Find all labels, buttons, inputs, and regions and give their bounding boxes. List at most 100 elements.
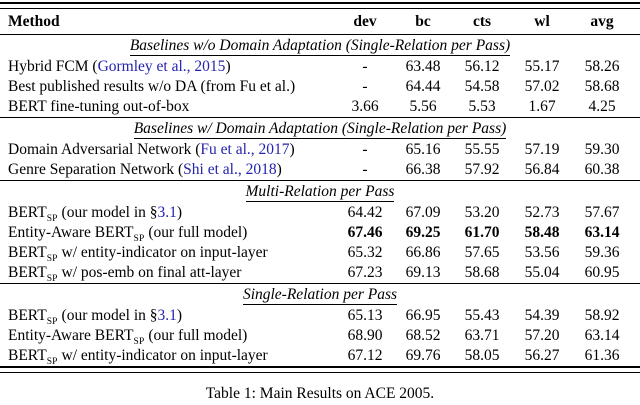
column-header-bc: bc (415, 13, 431, 30)
method-text: Entity-Aware BERT (8, 224, 134, 241)
value-cell-bc: 66.95 (405, 307, 441, 324)
value-cell-dev: 65.32 (347, 244, 383, 261)
method-text: BERT (8, 264, 47, 281)
value-cell-dev: 68.90 (347, 327, 383, 344)
value-cell-avg: 61.36 (584, 347, 620, 364)
method-text: ) (176, 204, 183, 221)
table-row: Genre Separation Network (Shi et al., 20… (0, 160, 640, 180)
subscript-label: SP (46, 274, 58, 283)
method-cell: Genre Separation Network (Shi et al., 20… (0, 160, 336, 180)
table-row: BERT fine-tuning out-of-box 3.66 5.56 5.… (0, 97, 640, 117)
method-cell: BERTSP (our model in §3.1) (0, 306, 336, 326)
value-cell-cts: 63.71 (464, 327, 500, 344)
subscript-label: SP (46, 254, 58, 263)
column-header-dev: dev (353, 13, 377, 30)
column-header-avg: avg (590, 13, 614, 30)
citation-link[interactable]: Shi et al., 2018 (183, 161, 277, 178)
table-row: BERTSP w/ entity-indicator on input-laye… (0, 243, 640, 263)
method-cell: BERT fine-tuning out-of-box (0, 97, 336, 117)
value-cell-wl: 52.73 (524, 204, 560, 221)
table-row: Hybrid FCM (Gormley et al., 2015) - 63.4… (0, 57, 640, 77)
value-cell-bc: 68.52 (405, 327, 441, 344)
value-cell-cts: 57.65 (464, 244, 500, 261)
method-text: BERT (8, 307, 47, 324)
method-text: w/ entity-indicator on input-layer (57, 347, 268, 364)
value-cell-avg: 63.14 (584, 327, 620, 344)
value-cell-avg: 4.25 (588, 98, 616, 115)
value-cell-bc: 63.48 (405, 58, 441, 75)
value-cell-bc: 69.76 (405, 347, 441, 364)
value-cell-dev: - (362, 78, 368, 95)
method-text: Hybrid FCM ( (8, 58, 98, 75)
subscript-label: SP (133, 337, 145, 346)
value-cell-cts: 53.20 (464, 204, 500, 221)
value-cell-cts: 56.12 (464, 58, 500, 75)
value-cell-wl: 54.39 (524, 307, 560, 324)
value-cell-avg: 58.26 (584, 58, 620, 75)
method-text: (our model in § (57, 307, 158, 324)
value-cell-wl: 55.04 (524, 264, 560, 281)
value-cell-bc: 65.16 (405, 141, 441, 158)
value-cell-avg: 59.30 (584, 141, 620, 158)
section-title: Baselines w/o Domain Adaptation (Single-… (129, 37, 511, 56)
method-cell: Best published results w/o DA (from Fu e… (0, 77, 336, 97)
column-header-method: Method (8, 13, 60, 30)
section-header: Baselines w/o Domain Adaptation (Single-… (0, 35, 640, 57)
table-header-row: Method dev bc cts wl avg (0, 9, 640, 34)
value-cell-dev: - (362, 58, 368, 75)
value-cell-dev: 3.66 (351, 98, 379, 115)
value-cell-avg: 58.68 (584, 78, 620, 95)
value-cell-avg: 57.67 (584, 204, 620, 221)
table-row: BERTSP w/ pos-emb on final att-layer 67.… (0, 263, 640, 283)
method-text: (our full model) (144, 327, 248, 344)
method-text: BERT fine-tuning out-of-box (8, 98, 190, 115)
method-cell: Domain Adversarial Network (Fu et al., 2… (0, 140, 336, 160)
table-row: Best published results w/o DA (from Fu e… (0, 77, 640, 97)
table-caption: Table 1: Main Results on ACE 2005. (205, 385, 435, 402)
method-text: BERT (8, 347, 47, 364)
value-cell-cts: 55.55 (464, 141, 500, 158)
section-header: Multi-Relation per Pass (0, 181, 640, 203)
table-row: Domain Adversarial Network (Fu et al., 2… (0, 140, 640, 160)
method-text: w/ entity-indicator on input-layer (57, 244, 268, 261)
table-row: BERTSP w/ entity-indicator on input-laye… (0, 346, 640, 366)
citation-link[interactable]: Fu et al., 2017 (200, 141, 290, 158)
table-top-rule (0, 2, 640, 9)
value-cell-wl: 53.56 (524, 244, 560, 261)
method-cell: BERTSP w/ entity-indicator on input-laye… (0, 243, 336, 263)
value-cell-dev: - (362, 161, 368, 178)
method-text: ) (276, 161, 282, 178)
value-cell-wl: 56.27 (524, 347, 560, 364)
value-cell-bc: 69.13 (405, 264, 441, 281)
value-cell-avg: 60.38 (584, 161, 620, 178)
value-cell-bc: 67.09 (405, 204, 441, 221)
value-cell-wl: 58.48 (524, 224, 560, 241)
header-divider (0, 34, 640, 35)
method-cell: BERTSP w/ entity-indicator on input-laye… (0, 346, 336, 366)
value-cell-bc: 69.25 (405, 224, 441, 241)
method-text: Entity-Aware BERT (8, 327, 134, 344)
section-divider (0, 283, 640, 284)
value-cell-wl: 57.02 (524, 78, 560, 95)
method-text: Best published results w/o DA (from Fu e… (8, 78, 296, 95)
section-divider (0, 180, 640, 181)
value-cell-avg: 63.14 (584, 224, 620, 241)
subscript-label: SP (46, 214, 58, 223)
value-cell-dev: 67.12 (347, 347, 383, 364)
table-row: BERTSP (our model in §3.1) 65.13 66.95 5… (0, 306, 640, 326)
section-ref-link[interactable]: 3.1 (157, 204, 177, 221)
section-divider (0, 117, 640, 118)
method-cell: Entity-Aware BERTSP (our full model) (0, 326, 336, 346)
subscript-label: SP (46, 357, 58, 366)
value-cell-wl: 55.17 (524, 58, 560, 75)
value-cell-cts: 57.92 (464, 161, 500, 178)
subscript-label: SP (46, 317, 58, 326)
method-text: w/ pos-emb on final att-layer (57, 264, 242, 281)
column-header-cts: cts (472, 13, 492, 30)
section-ref-link[interactable]: 3.1 (157, 307, 177, 324)
method-text: BERT (8, 204, 47, 221)
citation-link[interactable]: Gormley et al., 2015 (97, 58, 226, 75)
value-cell-avg: 58.92 (584, 307, 620, 324)
method-text: BERT (8, 244, 47, 261)
